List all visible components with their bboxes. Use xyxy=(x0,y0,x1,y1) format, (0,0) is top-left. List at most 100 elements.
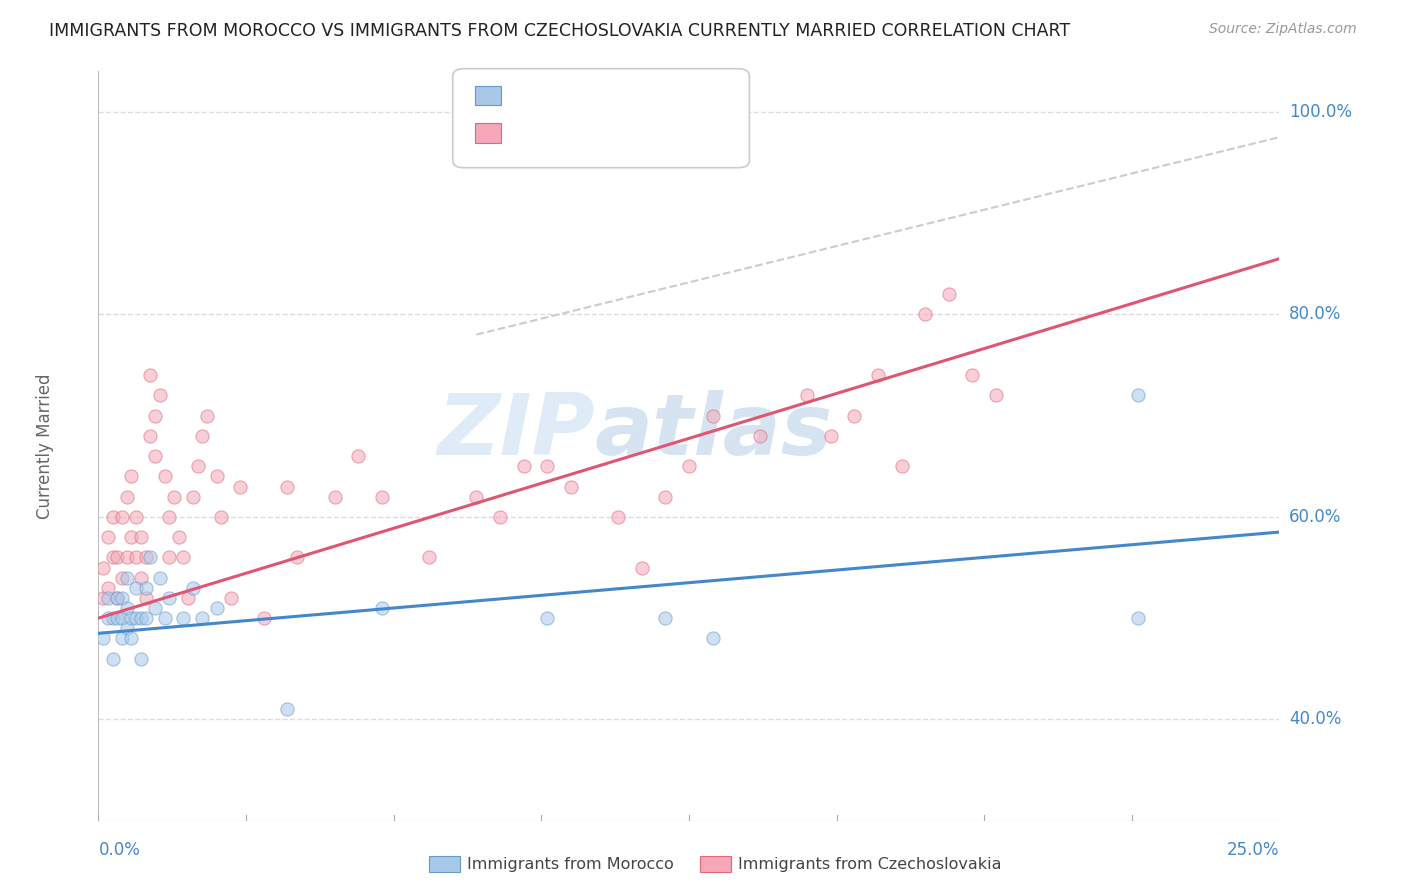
Text: 100.0%: 100.0% xyxy=(1289,103,1353,120)
Point xyxy=(105,591,128,605)
Text: Immigrants from Morocco: Immigrants from Morocco xyxy=(467,857,673,871)
Point xyxy=(115,490,138,504)
Point xyxy=(153,611,176,625)
Point xyxy=(143,409,166,423)
Point xyxy=(181,490,204,504)
Point xyxy=(135,611,157,625)
Point xyxy=(139,368,162,383)
Point xyxy=(115,621,138,635)
Text: 0.189: 0.189 xyxy=(551,87,606,104)
Point xyxy=(105,591,128,605)
Text: N =: N = xyxy=(602,87,651,104)
Point xyxy=(157,509,180,524)
Point xyxy=(167,530,190,544)
Point xyxy=(101,651,124,665)
Point xyxy=(276,702,298,716)
Text: 0.356: 0.356 xyxy=(551,124,606,142)
Point xyxy=(371,601,394,615)
Point xyxy=(219,591,242,605)
Point xyxy=(91,632,114,646)
Point xyxy=(125,581,148,595)
Point xyxy=(702,409,724,423)
Point xyxy=(121,530,143,544)
Point xyxy=(177,591,200,605)
Point xyxy=(115,550,138,565)
Point xyxy=(630,560,652,574)
Point xyxy=(135,581,157,595)
Text: 60.0%: 60.0% xyxy=(1289,508,1341,526)
Text: 67: 67 xyxy=(658,124,682,142)
Point xyxy=(962,368,984,383)
Text: Immigrants from Czechoslovakia: Immigrants from Czechoslovakia xyxy=(738,857,1001,871)
Point xyxy=(371,490,394,504)
Point xyxy=(172,611,194,625)
Text: ZIP: ZIP xyxy=(437,390,595,473)
Point xyxy=(1126,611,1149,625)
Text: IMMIGRANTS FROM MOROCCO VS IMMIGRANTS FROM CZECHOSLOVAKIA CURRENTLY MARRIED CORR: IMMIGRANTS FROM MOROCCO VS IMMIGRANTS FR… xyxy=(49,22,1070,40)
Point xyxy=(125,509,148,524)
Point xyxy=(143,449,166,463)
Point xyxy=(678,459,700,474)
Point xyxy=(111,571,134,585)
Point xyxy=(143,601,166,615)
Point xyxy=(125,611,148,625)
Text: R =: R = xyxy=(509,124,547,142)
Point xyxy=(536,459,558,474)
Point xyxy=(149,388,172,402)
Point xyxy=(121,632,143,646)
Text: Source: ZipAtlas.com: Source: ZipAtlas.com xyxy=(1209,22,1357,37)
Point xyxy=(121,611,143,625)
Point xyxy=(129,530,152,544)
Point xyxy=(111,591,134,605)
Text: 0.0%: 0.0% xyxy=(98,841,141,859)
Point xyxy=(91,560,114,574)
Point xyxy=(91,591,114,605)
Point xyxy=(654,611,676,625)
Point xyxy=(748,429,770,443)
Point xyxy=(181,581,204,595)
Point xyxy=(129,571,152,585)
Point xyxy=(465,490,488,504)
Point xyxy=(115,601,138,615)
Point xyxy=(101,550,124,565)
Point xyxy=(866,368,889,383)
Point xyxy=(229,479,252,493)
Point xyxy=(607,509,630,524)
Point xyxy=(820,429,842,443)
Point xyxy=(157,550,180,565)
Point xyxy=(97,591,120,605)
Point xyxy=(796,388,818,402)
Point xyxy=(101,611,124,625)
Point xyxy=(253,611,276,625)
Point xyxy=(285,550,308,565)
Point xyxy=(984,388,1007,402)
Text: R =: R = xyxy=(509,87,547,104)
Text: atlas: atlas xyxy=(595,390,832,473)
Point xyxy=(172,550,194,565)
Text: 80.0%: 80.0% xyxy=(1289,305,1341,324)
Point xyxy=(121,469,143,483)
Point xyxy=(157,591,180,605)
Point xyxy=(153,469,176,483)
Point xyxy=(111,509,134,524)
Point xyxy=(135,550,157,565)
Point xyxy=(890,459,912,474)
Point xyxy=(914,307,936,321)
Point xyxy=(129,611,152,625)
Point xyxy=(97,581,120,595)
Point xyxy=(489,509,512,524)
Text: 25.0%: 25.0% xyxy=(1227,841,1279,859)
Point xyxy=(654,490,676,504)
Point xyxy=(163,490,186,504)
Point xyxy=(97,530,120,544)
Point xyxy=(418,550,440,565)
Point xyxy=(149,571,172,585)
Point xyxy=(195,409,218,423)
Point xyxy=(209,509,232,524)
Point xyxy=(938,287,960,301)
Text: Currently Married: Currently Married xyxy=(37,373,55,519)
Text: N =: N = xyxy=(602,124,651,142)
Point xyxy=(191,429,214,443)
Point xyxy=(101,509,124,524)
Point xyxy=(205,469,228,483)
